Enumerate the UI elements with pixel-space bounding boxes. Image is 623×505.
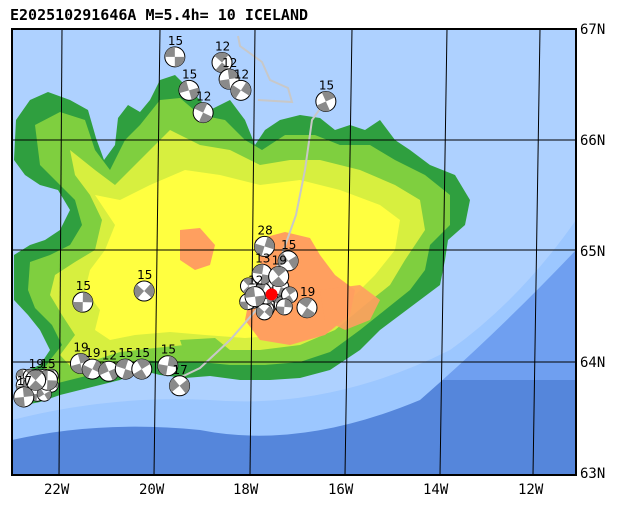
lon-label-18w: 18W [233, 482, 259, 498]
lat-label-64n: 64N [580, 355, 605, 371]
mechanism-depth-label: 19 [29, 357, 44, 371]
map-title: E202510291646A M=5.4h= 10 ICELAND [10, 6, 308, 24]
event-id: E202510291646A [10, 6, 137, 24]
mechanism-depth-label: 19 [300, 285, 315, 299]
depth: h= 10 [190, 6, 236, 24]
focal-mechanism-18 [114, 358, 136, 380]
mechanism-depth-label: 12 [215, 39, 230, 53]
focal-mechanism-10 [268, 266, 290, 288]
focal-mechanism-6 [315, 90, 337, 112]
mechanism-depth-label: 28 [258, 223, 273, 237]
region-name: ICELAND [244, 6, 309, 24]
lat-label-66n: 66N [580, 133, 605, 149]
plate-boundary-line-north [237, 35, 294, 104]
mechanism-depth-label: 15 [137, 268, 152, 282]
cluster-mechanism [255, 303, 273, 321]
focal-mechanism-11 [72, 291, 94, 313]
focal-mechanism-24 [13, 386, 35, 408]
focal-mechanism-4 [178, 79, 200, 101]
mechanism-depth-label: 15 [40, 357, 55, 371]
peninsula-mechanism [36, 386, 52, 402]
focal-mechanism-13 [244, 286, 266, 308]
mechanism-depth-label: 15 [118, 346, 133, 360]
mechanism-depth-label: 12 [248, 274, 263, 288]
focal-mechanism-9 [251, 263, 273, 285]
focal-mechanism-12 [133, 280, 155, 302]
mechanism-depth-label: 12 [196, 90, 211, 104]
magnitude: M=5.4 [145, 6, 191, 24]
lat-label-67n: 67N [580, 22, 605, 38]
mechanism-depth-label: 17 [17, 374, 32, 388]
mechanism-depth-label: 19 [272, 254, 287, 268]
lon-label-12w: 12W [518, 482, 544, 498]
mechanism-depth-label: 15 [319, 78, 334, 92]
mechanism-depth-label: 15 [281, 238, 296, 252]
focal-mechanism-23 [25, 369, 47, 391]
mechanism-depth-label: 15 [76, 279, 91, 293]
mechanism-depth-label: 15 [182, 67, 197, 81]
focal-mechanism-17 [98, 360, 120, 382]
map-frame [11, 28, 577, 476]
focal-mechanism-5 [192, 102, 214, 124]
lon-label-16w: 16W [328, 482, 354, 498]
focal-mechanism-1 [211, 51, 233, 73]
iceland-land [14, 75, 470, 405]
lon-label-14w: 14W [423, 482, 449, 498]
mechanism-depth-label: 15 [161, 343, 176, 357]
cluster-mechanism [275, 298, 293, 316]
mechanism-depth-label: 19 [85, 346, 100, 360]
lon-label-20w: 20W [139, 482, 165, 498]
lat-label-63n: 63N [580, 466, 605, 482]
focal-mechanism-8 [277, 250, 299, 272]
mechanism-depth-label: 12 [222, 56, 237, 70]
mechanism-depth-label: 12 [102, 348, 117, 362]
lat-label-65n: 65N [580, 244, 605, 260]
lon-label-22w: 22W [44, 482, 70, 498]
focal-mechanism-3 [230, 79, 252, 101]
mechanism-depth-label: 19 [73, 341, 88, 355]
focal-mechanism-21 [169, 375, 191, 397]
epicenter-marker [265, 288, 278, 301]
focal-mechanism-7 [254, 235, 276, 257]
focal-mechanism-19 [131, 358, 153, 380]
mechanism-depth-label: 12 [234, 67, 249, 81]
focal-mechanism-0 [164, 46, 186, 68]
focal-mechanism-14 [296, 297, 318, 319]
mechanism-depth-label: 17 [173, 363, 188, 377]
focal-mechanism-20 [157, 355, 179, 377]
mechanism-depth-label: 15 [168, 34, 183, 48]
mechanism-depth-label: 15 [135, 346, 150, 360]
mechanism-depth-label: 13 [255, 251, 270, 265]
